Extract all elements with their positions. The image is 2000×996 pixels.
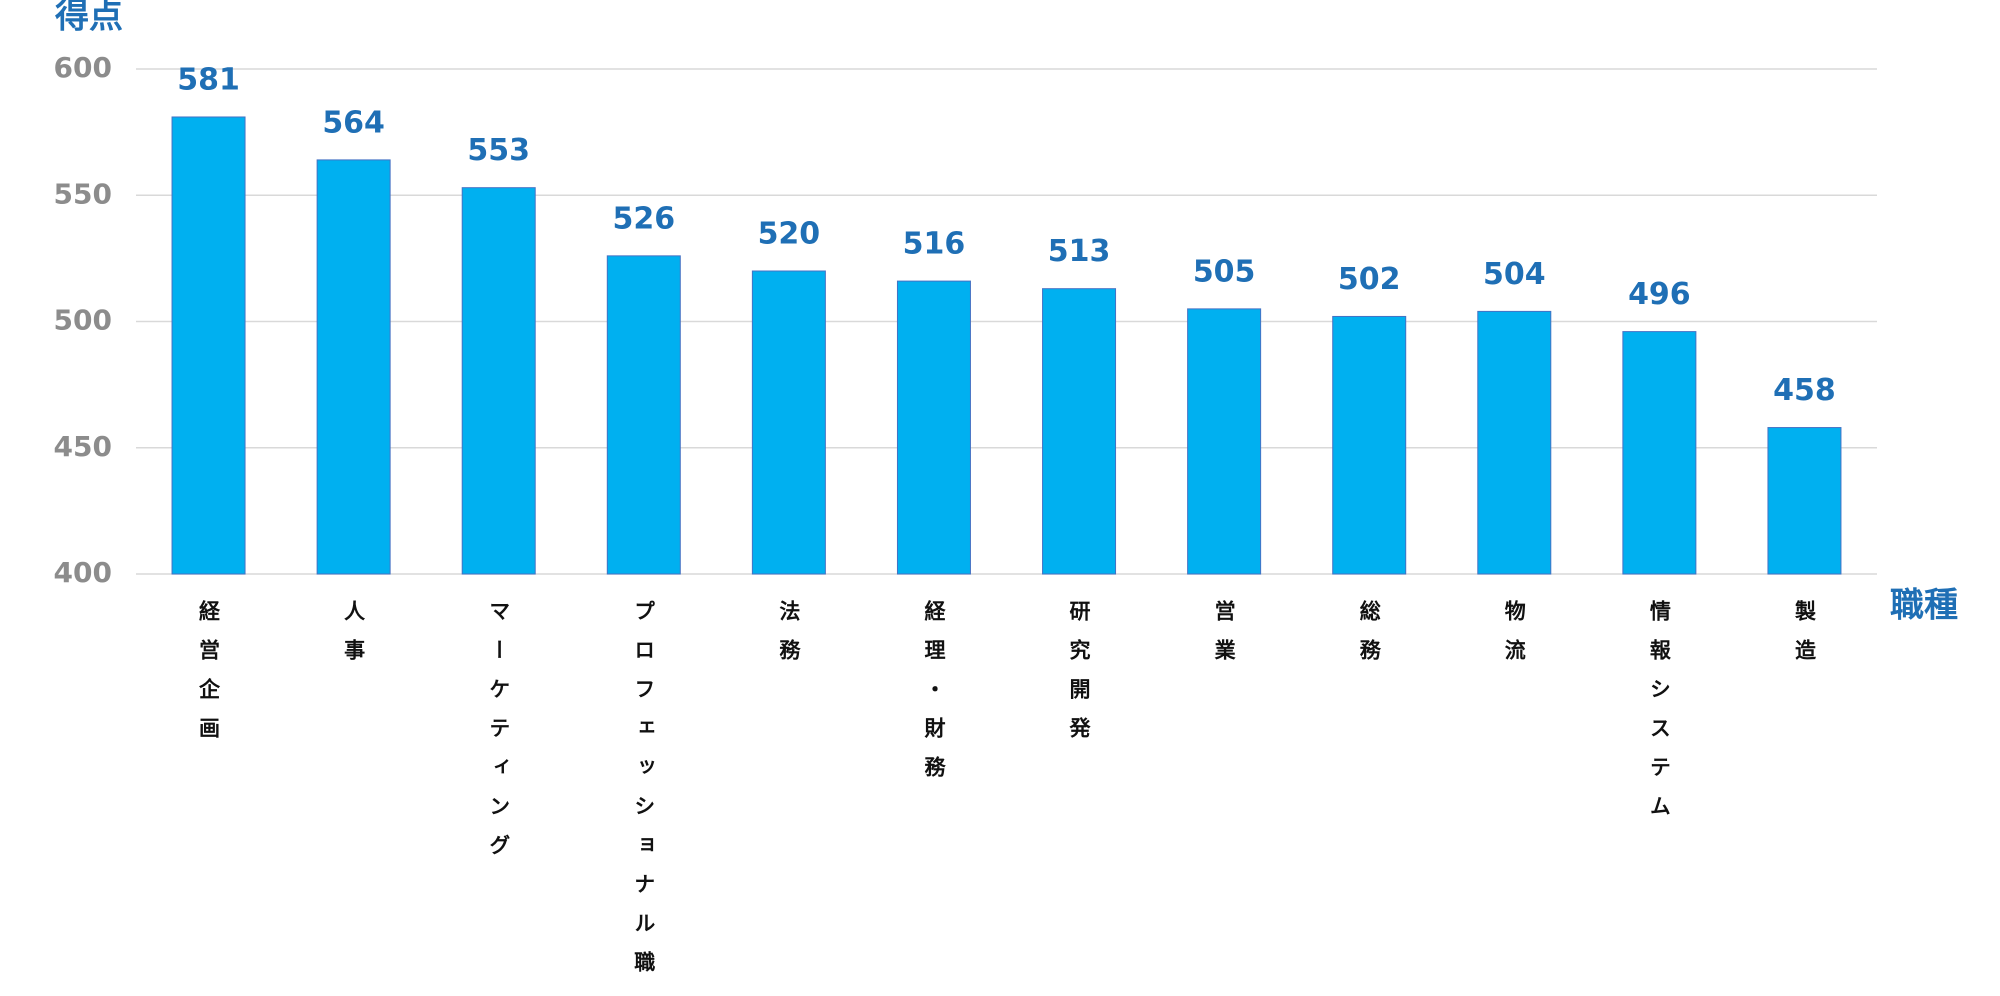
data-label: 526 [612, 201, 675, 236]
bar [461, 187, 536, 575]
bar [1477, 310, 1552, 575]
y-axis-title: 得点 [54, 0, 123, 37]
data-label: 504 [1483, 257, 1546, 292]
x-tick-label: 営業 [1212, 599, 1236, 678]
data-label: 513 [1048, 234, 1111, 269]
bar [1042, 288, 1117, 575]
y-tick-label: 600 [54, 51, 112, 84]
data-label: 564 [322, 105, 385, 140]
bar [1187, 308, 1262, 575]
x-tick-label: 経理・財務 [922, 599, 946, 795]
x-tick-label: 製造 [1792, 599, 1817, 678]
data-label: 553 [467, 133, 530, 168]
x-tick-label: 経営企画 [197, 599, 222, 756]
data-label: 581 [177, 62, 240, 97]
x-tick-label: マーケティング [487, 600, 511, 873]
data-label: 520 [758, 217, 821, 252]
y-tick-label: 400 [54, 556, 112, 589]
x-tick-label: 情報システム [1647, 599, 1671, 834]
data-label: 505 [1193, 254, 1256, 289]
data-label: 502 [1338, 262, 1401, 297]
x-tick-label: 研究開発 [1067, 600, 1092, 756]
bar [1332, 315, 1407, 575]
bar [1622, 331, 1697, 575]
bar [896, 280, 971, 575]
bar [171, 116, 246, 575]
x-tick-label: 物流 [1502, 599, 1526, 678]
y-tick-label: 550 [54, 177, 112, 210]
bar [751, 270, 826, 575]
x-tick-label: 総務 [1357, 599, 1381, 678]
bar [606, 255, 681, 575]
x-axis-title: 職種 [1890, 586, 1958, 626]
y-tick-label: 500 [54, 304, 112, 337]
x-tick-label: 人事 [342, 600, 366, 678]
x-tick-label: 法務 [777, 599, 801, 678]
bar [316, 159, 391, 575]
data-label: 458 [1773, 373, 1836, 408]
x-tick-label: プロフェッショナル職 [632, 600, 656, 990]
data-label: 516 [903, 227, 966, 262]
bar [1767, 427, 1842, 575]
data-label: 496 [1628, 277, 1691, 312]
y-tick-label: 450 [54, 430, 112, 463]
